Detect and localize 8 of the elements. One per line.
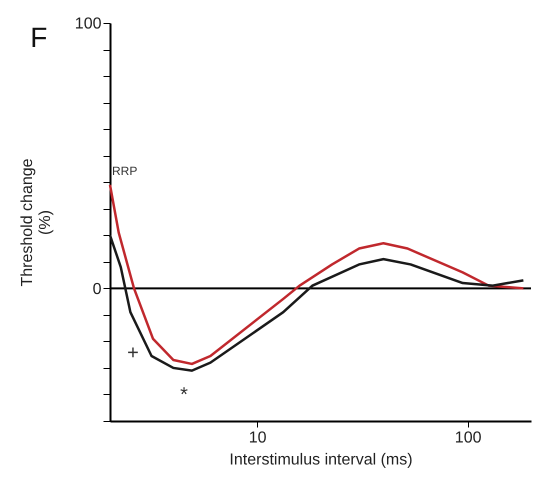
y-axis-title: Threshold change (%) [18,158,54,287]
x-tick-label: 10 [248,430,267,446]
annotation: RRP [112,164,138,178]
y-tick-label: 0 [92,280,102,298]
x-axis-title: Interstimulus interval (ms) [229,452,413,468]
annotation: + [127,342,139,364]
annotation: * [180,384,188,406]
chart-title: F [30,22,48,53]
